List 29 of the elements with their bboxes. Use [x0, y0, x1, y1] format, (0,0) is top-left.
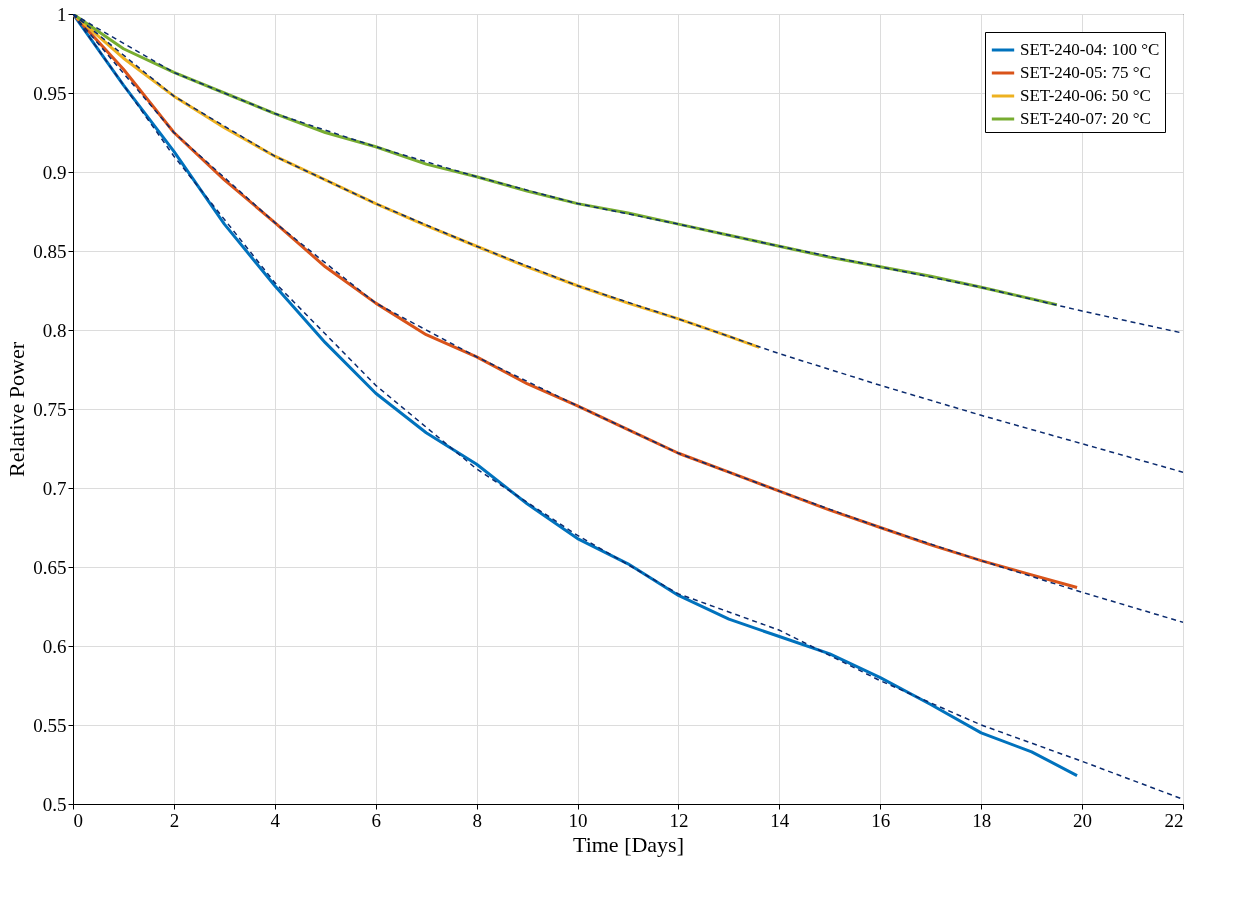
x-tick-label: 8 [472, 809, 482, 831]
x-tick-label: 2 [169, 809, 180, 831]
legend-label: SET-240-07: 20 °C [1020, 109, 1151, 128]
y-tick-label: 0.95 [33, 82, 67, 104]
y-tick-label: 0.55 [33, 714, 67, 736]
y-tick-label: 0.5 [42, 793, 67, 815]
x-tick-label: 16 [871, 809, 891, 831]
x-tick-label: 4 [270, 809, 281, 831]
legend-label: SET-240-05: 75 °C [1020, 63, 1151, 82]
y-tick-label: 0.75 [33, 398, 67, 420]
x-tick-label: 0 [73, 809, 83, 831]
legend-label: SET-240-04: 100 °C [1020, 40, 1160, 59]
legend-label: SET-240-06: 50 °C [1020, 86, 1151, 105]
y-tick-label: 0.8 [42, 319, 67, 341]
x-tick-label: 20 [1073, 809, 1093, 831]
x-tick-label: 12 [669, 809, 689, 831]
x-axis-title: Time [Days] [572, 831, 685, 857]
y-tick-label: 0.65 [33, 556, 67, 578]
y-tick-label: 0.6 [42, 635, 67, 657]
y-tick-label: 0.9 [42, 161, 67, 183]
x-tick-label: 14 [770, 809, 790, 831]
x-tick-label: 10 [568, 809, 588, 831]
y-tick-label: 0.85 [33, 240, 67, 262]
y-tick-label: 0.7 [42, 477, 67, 499]
x-tick-label: 22 [1164, 809, 1184, 831]
x-tick-label: 18 [972, 809, 992, 831]
y-tick-label: 1 [57, 3, 67, 25]
x-tick-label: 6 [371, 809, 381, 831]
y-axis-title: Relative Power [4, 341, 30, 478]
